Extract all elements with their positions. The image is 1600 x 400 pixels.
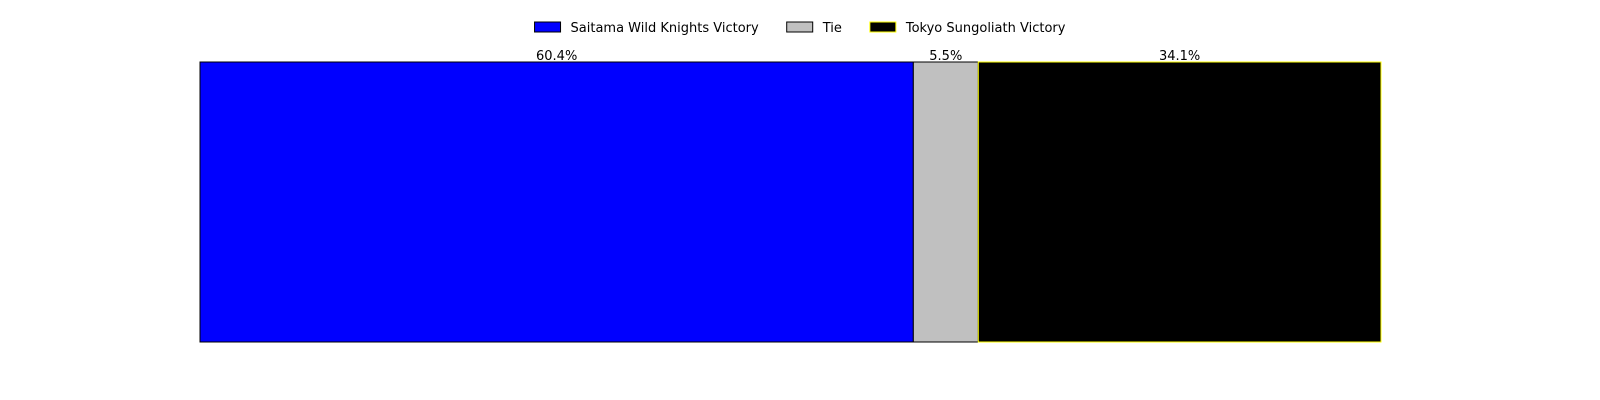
- legend-entry-tie: Tie: [786, 21, 842, 36]
- legend-swatch-tie: [786, 21, 814, 33]
- bar-segment-tokyo-sungoliath-victory: [977, 61, 1382, 343]
- stacked-bar: [199, 61, 1382, 343]
- legend-swatch-saitama-wild-knights-victory: [534, 21, 562, 33]
- value-labels: 60.4% 5.5% 34.1%: [536, 49, 1200, 64]
- legend-label-saitama-wild-knights-victory: Saitama Wild Knights Victory: [571, 21, 759, 36]
- data-label-tokyo-sungoliath-victory: 34.1%: [1159, 49, 1200, 64]
- legend: Saitama Wild Knights Victory Tie Tokyo Sun…: [534, 21, 1066, 36]
- legend-entry-tokyo-sungoliath-victory: Tokyo Sungoliath Victory: [869, 21, 1066, 36]
- legend-entry-saitama-wild-knights-victory: Saitama Wild Knights Victory: [534, 21, 759, 36]
- data-label-saitama-wild-knights-victory: 60.4%: [536, 49, 577, 64]
- bar-segment-tie: [912, 61, 979, 343]
- bar-segment-saitama-wild-knights-victory: [199, 61, 914, 343]
- legend-label-tie: Tie: [822, 21, 842, 36]
- legend-swatch-tokyo-sungoliath-victory: [869, 21, 897, 33]
- legend-label-tokyo-sungoliath-victory: Tokyo Sungoliath Victory: [905, 21, 1066, 36]
- data-label-tie: 5.5%: [929, 49, 962, 64]
